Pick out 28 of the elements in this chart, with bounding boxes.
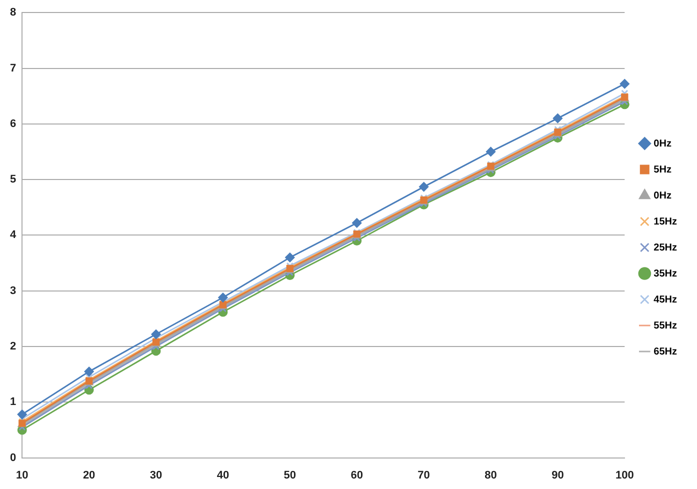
x-tick-label: 100 [615, 469, 634, 482]
y-tick-label: 5 [10, 174, 16, 186]
y-tick-label: 3 [10, 284, 16, 297]
legend-label: 45Hz [654, 294, 678, 306]
x-tick-label: 70 [418, 469, 430, 482]
legend-label: 35Hz [654, 268, 678, 280]
legend-label: 0Hz [654, 138, 672, 150]
legend-label: 65Hz [654, 346, 678, 358]
x-tick-label: 40 [216, 469, 230, 482]
y-tick-label: 4 [10, 229, 17, 242]
legend-label: 5Hz [654, 164, 672, 176]
x-tick-label: 90 [552, 469, 564, 482]
x-tick-label: 30 [150, 469, 162, 482]
legend-label: 15Hz [654, 216, 678, 228]
legend-label: 0Hz [654, 190, 672, 202]
legend-label: 55Hz [654, 320, 678, 332]
x-tick-label: 10 [16, 469, 28, 482]
x-tick-label: 60 [350, 469, 363, 482]
y-tick-label: 1 [10, 396, 16, 408]
y-tick-label: 6 [10, 118, 16, 130]
x-tick-label: 50 [284, 469, 296, 482]
legend-label: 25Hz [654, 242, 678, 254]
y-tick-label: 2 [10, 340, 16, 353]
x-tick-label: 20 [82, 469, 96, 482]
x-tick-label: 80 [484, 469, 497, 482]
y-tick-label: 7 [10, 62, 16, 74]
y-tick-label: 0 [10, 452, 16, 464]
y-tick-label: 8 [10, 6, 16, 19]
